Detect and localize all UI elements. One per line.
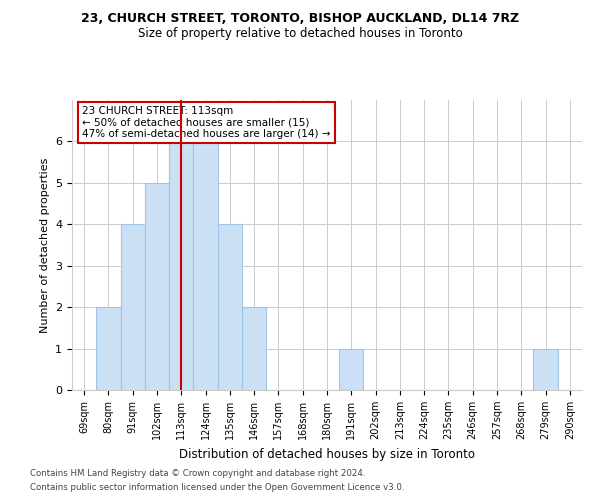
Bar (193, 142, 218, 390)
Text: 23, CHURCH STREET, TORONTO, BISHOP AUCKLAND, DL14 7RZ: 23, CHURCH STREET, TORONTO, BISHOP AUCKL… (81, 12, 519, 26)
Bar (145, 183, 169, 390)
Bar (339, 348, 364, 390)
Bar (121, 224, 145, 390)
Bar (533, 348, 558, 390)
Text: Contains public sector information licensed under the Open Government Licence v3: Contains public sector information licen… (30, 484, 404, 492)
Bar (96, 307, 121, 390)
Text: Size of property relative to detached houses in Toronto: Size of property relative to detached ho… (137, 28, 463, 40)
Bar (242, 307, 266, 390)
X-axis label: Distribution of detached houses by size in Toronto: Distribution of detached houses by size … (179, 448, 475, 460)
Text: 23 CHURCH STREET: 113sqm
← 50% of detached houses are smaller (15)
47% of semi-d: 23 CHURCH STREET: 113sqm ← 50% of detach… (82, 106, 331, 139)
Bar (218, 224, 242, 390)
Bar (169, 142, 193, 390)
Text: Contains HM Land Registry data © Crown copyright and database right 2024.: Contains HM Land Registry data © Crown c… (30, 468, 365, 477)
Y-axis label: Number of detached properties: Number of detached properties (40, 158, 50, 332)
